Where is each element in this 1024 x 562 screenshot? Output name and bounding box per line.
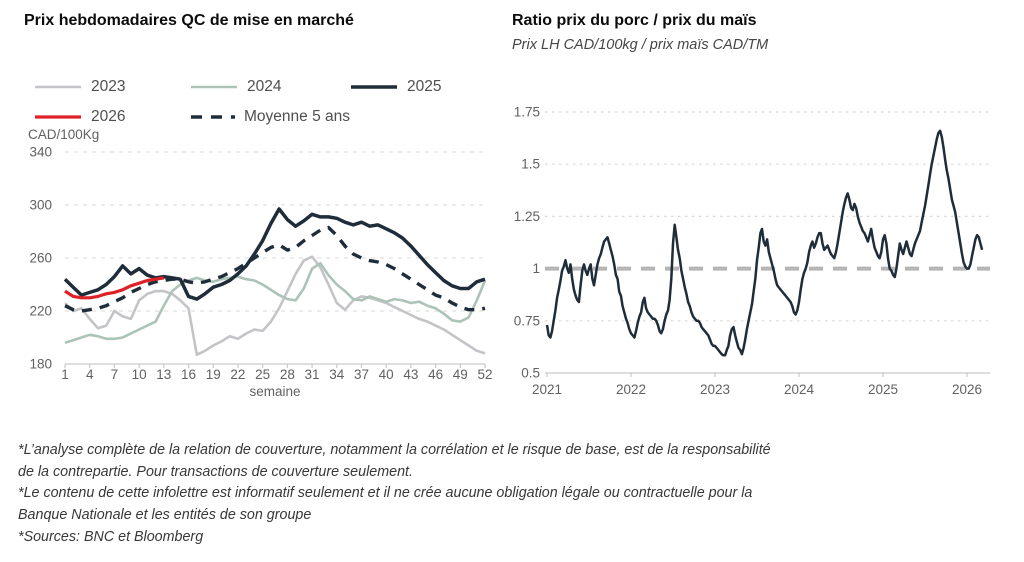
- svg-text:1.25: 1.25: [514, 209, 540, 224]
- legend-swatch-line: [35, 115, 81, 119]
- svg-text:1.75: 1.75: [514, 105, 540, 120]
- left-chart-plot: 340 300 260 220 180 1 4 7 10 13 16 19 22 25 28 31 34 37 40…: [28, 127, 493, 399]
- svg-text:2026: 2026: [952, 382, 982, 397]
- svg-text:46: 46: [428, 367, 443, 382]
- legend-label: 2023: [91, 78, 126, 95]
- right-chart-title: Ratio prix du porc / prix du maïs: [512, 12, 757, 29]
- svg-text:31: 31: [305, 367, 320, 382]
- svg-text:43: 43: [403, 367, 418, 382]
- svg-text:1: 1: [61, 367, 69, 382]
- svg-text:0.75: 0.75: [514, 313, 540, 328]
- legend-swatch-line: [351, 85, 397, 89]
- series-line-2026: [64, 276, 165, 300]
- series-line-2024: [64, 262, 487, 345]
- legend-swatch-line: [191, 85, 237, 89]
- svg-text:25: 25: [255, 367, 270, 382]
- svg-text:1: 1: [532, 261, 540, 276]
- svg-text:2023: 2023: [700, 382, 730, 397]
- svg-text:2024: 2024: [784, 382, 815, 397]
- svg-text:16: 16: [181, 367, 196, 382]
- svg-text:0.5: 0.5: [521, 366, 540, 381]
- svg-text:260: 260: [29, 251, 52, 266]
- svg-text:220: 220: [29, 304, 52, 319]
- legend-label: 2026: [91, 108, 126, 125]
- legend-item-2024: 2024: [190, 78, 350, 96]
- footnote-text: *L’analyse complète de la relation de co…: [18, 442, 771, 545]
- legend-item-2023: 2023: [34, 78, 190, 96]
- svg-text:22: 22: [230, 367, 245, 382]
- series-line-2023: [64, 255, 486, 356]
- svg-text:34: 34: [329, 367, 345, 382]
- legend-item-2026: 2026: [34, 108, 190, 126]
- svg-text:10: 10: [132, 367, 147, 382]
- svg-text:13: 13: [156, 367, 171, 382]
- svg-text:28: 28: [280, 367, 295, 382]
- svg-text:1.5: 1.5: [521, 157, 540, 172]
- legend-label: 2025: [407, 78, 442, 95]
- svg-text:4: 4: [86, 367, 94, 382]
- svg-text:52: 52: [477, 367, 492, 382]
- svg-text:2025: 2025: [868, 382, 898, 397]
- svg-text:2022: 2022: [616, 382, 646, 397]
- legend-item-moyenne-5-ans: Moyenne 5 ans: [190, 108, 350, 126]
- legend-label: 2024: [247, 78, 282, 95]
- svg-text:7: 7: [111, 367, 119, 382]
- series-line-ratio: [545, 129, 984, 357]
- legend-item-2025: 2025: [350, 78, 441, 96]
- svg-text:19: 19: [206, 367, 221, 382]
- left-chart-legend: 2023 2024 2025 2026 Moyenne 5 ans: [34, 78, 441, 126]
- svg-text:semaine: semaine: [249, 384, 300, 399]
- legend-swatch-line: [191, 115, 235, 119]
- legend-swatch-line: [35, 85, 81, 89]
- series-line-2025: [63, 207, 486, 301]
- svg-text:40: 40: [379, 367, 394, 382]
- svg-text:CAD/100Kg: CAD/100Kg: [28, 127, 99, 142]
- legend-label: Moyenne 5 ans: [244, 108, 350, 125]
- left-chart-title: Prix hebdomadaires QC de mise en marché: [24, 12, 354, 29]
- series-line-moyenne-5-ans: [64, 225, 486, 313]
- svg-text:300: 300: [29, 198, 52, 213]
- svg-text:180: 180: [29, 357, 52, 372]
- svg-text:2021: 2021: [532, 382, 562, 397]
- svg-text:37: 37: [354, 367, 369, 382]
- svg-text:340: 340: [29, 145, 52, 160]
- svg-text:49: 49: [453, 367, 468, 382]
- right-chart-subtitle: Prix LH CAD/100kg / prix maïs CAD/TM: [512, 37, 769, 53]
